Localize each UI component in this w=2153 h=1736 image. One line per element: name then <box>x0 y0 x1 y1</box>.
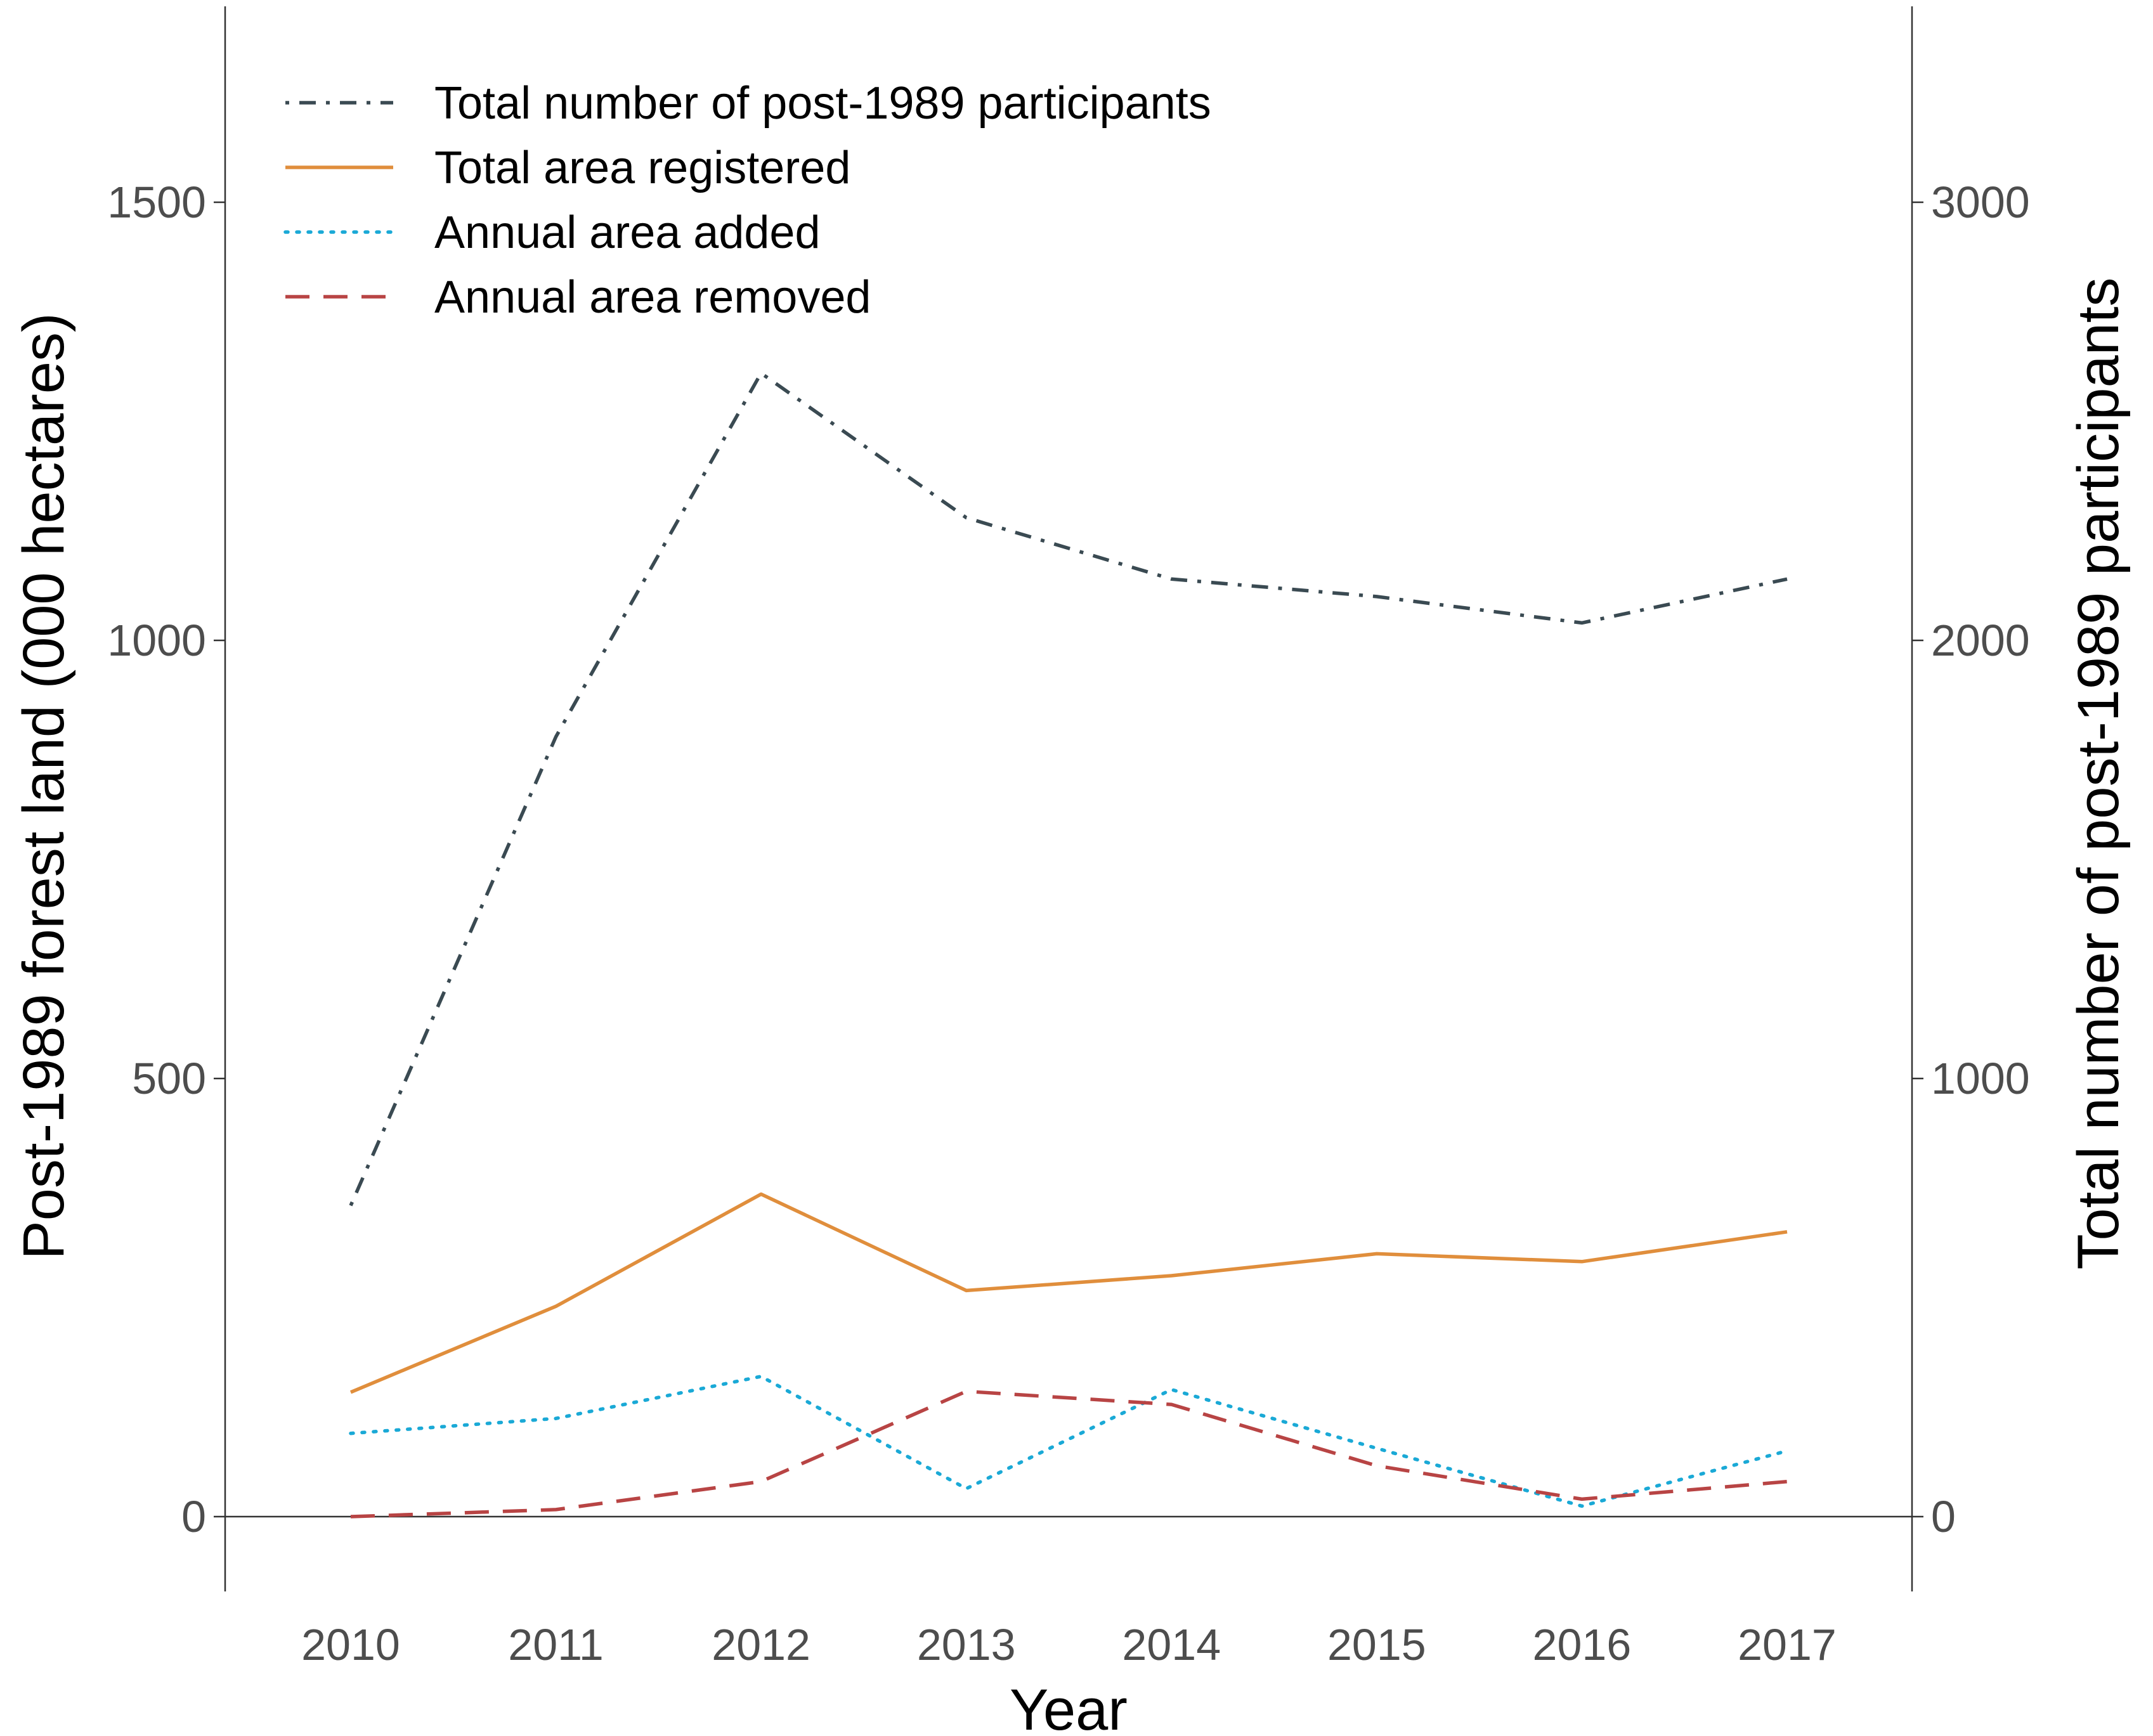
left-tick-label: 1000 <box>107 616 206 665</box>
legend-label: Total number of post-1989 participants <box>434 78 1211 129</box>
right-axis-title: Total number of post-1989 participants <box>2066 278 2131 1270</box>
x-tick-label: 2014 <box>1122 1620 1221 1669</box>
x-axis-title: Year <box>1010 1678 1128 1736</box>
series-line-total-area-registered <box>349 1192 1788 1394</box>
x-tick-label: 2012 <box>712 1620 810 1669</box>
right-tick-label: 3000 <box>1931 178 2030 227</box>
legend-label: Total area registered <box>434 143 850 193</box>
series-group <box>349 371 1789 1519</box>
x-tick-label: 2010 <box>301 1620 400 1669</box>
legend-label: Annual area added <box>434 207 821 258</box>
series-line-annual-area-added <box>349 1375 1789 1508</box>
right-tick-label: 0 <box>1931 1492 1956 1541</box>
x-tick-label: 2011 <box>508 1620 604 1669</box>
x-tick-label: 2017 <box>1738 1620 1837 1669</box>
right-tick-label: 2000 <box>1931 616 2030 665</box>
left-tick-label: 1500 <box>107 178 206 227</box>
legend-label: Annual area removed <box>434 272 871 323</box>
left-tick-label: 500 <box>132 1054 206 1103</box>
legend: Total number of post-1989 participants To… <box>283 78 1211 323</box>
x-tick-label: 2013 <box>917 1620 1016 1669</box>
series-line-total-number-of-post-1989-participants <box>349 371 1788 1207</box>
right-tick-label: 1000 <box>1931 1054 2030 1103</box>
axes-group: 0 500 1000 1500 0 1000 2000 3000 2010 2011 2012 201… <box>11 6 2131 1736</box>
left-tick-label: 0 <box>181 1492 206 1541</box>
left-axis-title: Post-1989 forest land (000 hectares) <box>11 313 76 1259</box>
x-tick-label: 2016 <box>1533 1620 1632 1669</box>
series-line-annual-area-removed <box>350 1389 1788 1519</box>
x-tick-label: 2015 <box>1327 1620 1426 1669</box>
